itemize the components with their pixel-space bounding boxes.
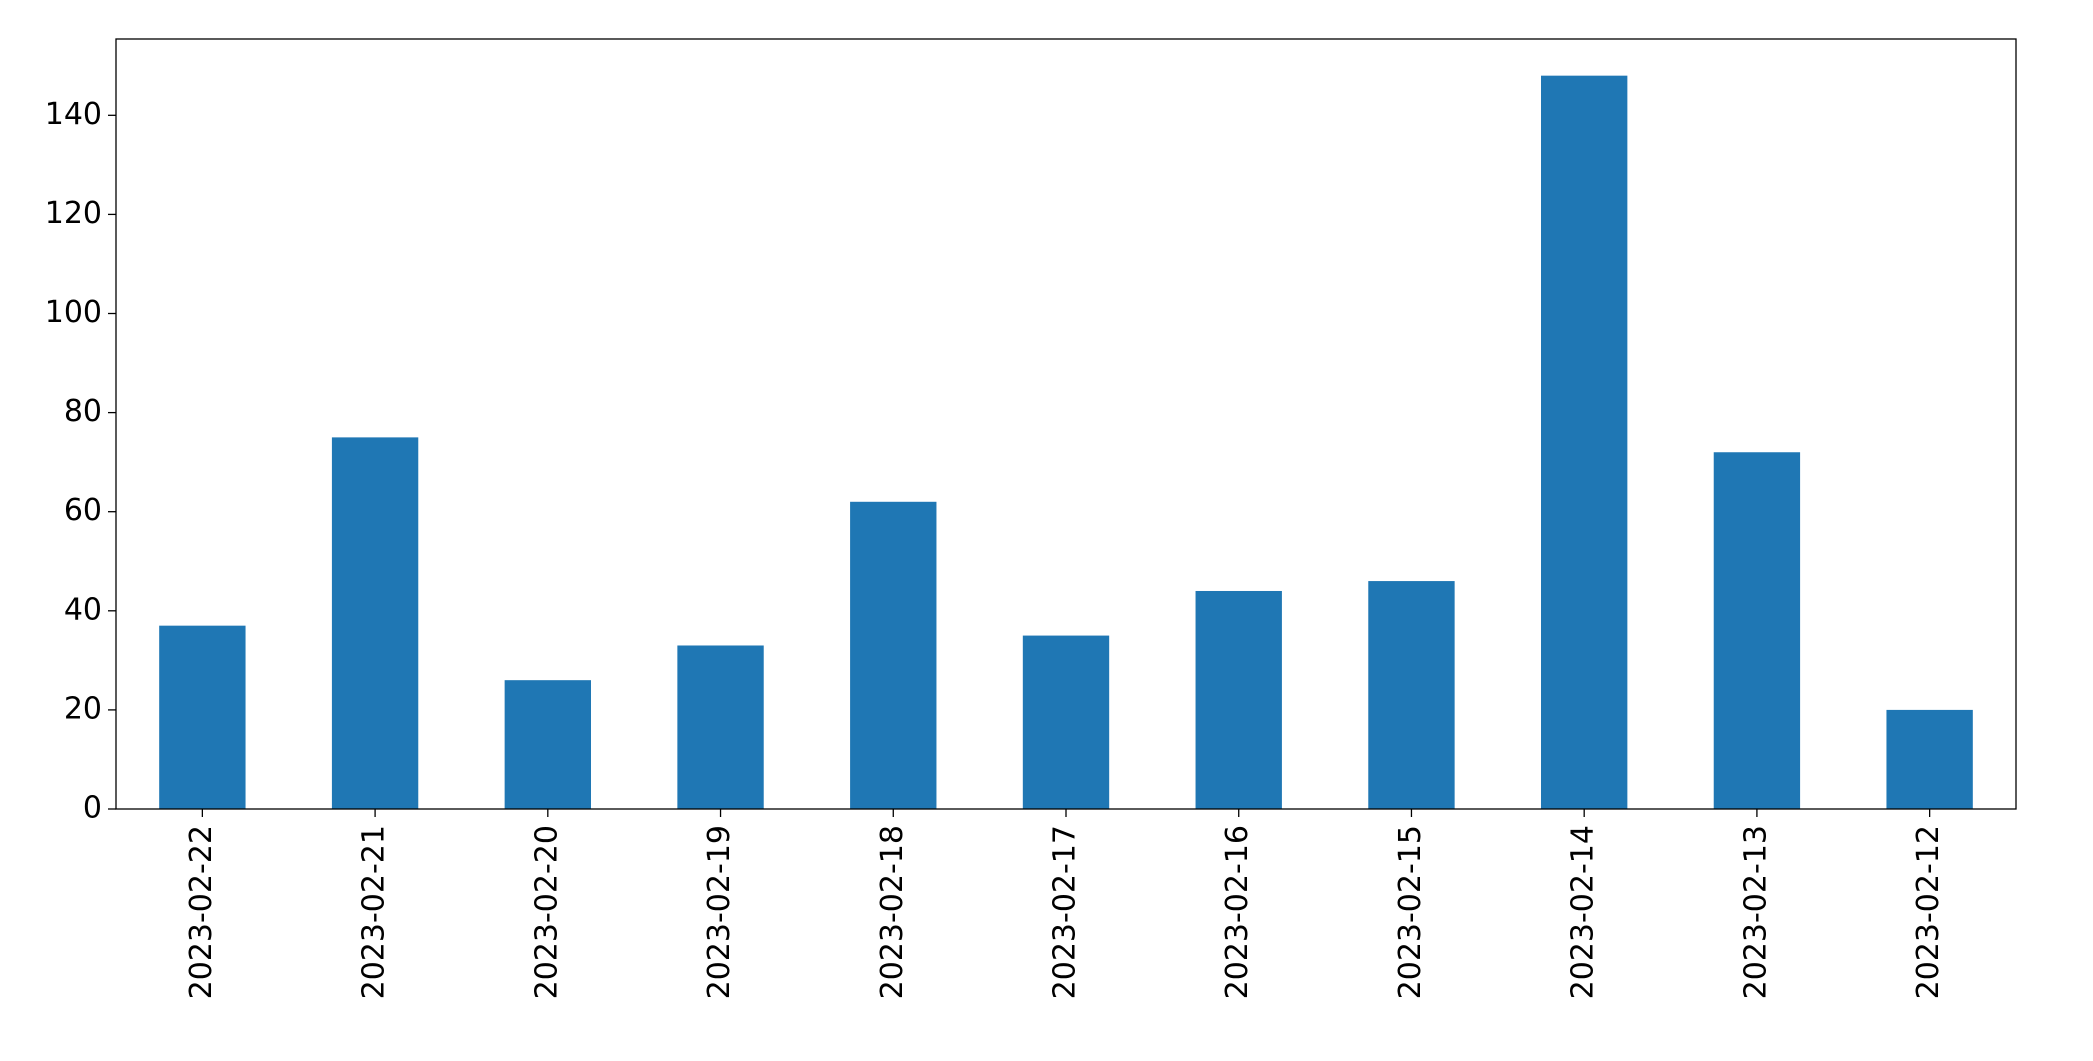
y-tick-label: 100	[45, 295, 102, 330]
x-tick-label: 2023-02-13	[1738, 825, 1773, 999]
x-tick-label: 2023-02-19	[702, 825, 737, 999]
x-tick-label: 2023-02-21	[357, 825, 392, 999]
bar	[677, 645, 764, 809]
x-tick-label: 2023-02-17	[1048, 825, 1083, 999]
y-tick-label: 140	[45, 97, 102, 132]
y-tick-label: 60	[64, 493, 102, 528]
y-tick-label: 80	[64, 394, 102, 429]
y-tick-label: 20	[64, 691, 102, 726]
x-tick-label: 2023-02-15	[1393, 825, 1428, 999]
y-tick-label: 120	[45, 196, 102, 231]
bar	[331, 437, 419, 809]
x-tick-label: 2023-02-20	[529, 825, 564, 999]
bar	[1541, 75, 1628, 809]
x-tick-label: 2023-02-12	[1911, 825, 1946, 999]
y-tick-label: 0	[83, 791, 102, 826]
bar	[1713, 452, 1801, 809]
bar	[1022, 635, 1110, 809]
bar	[850, 501, 937, 809]
bar	[1886, 709, 1973, 809]
bar	[504, 680, 591, 809]
x-tick-label: 2023-02-14	[1566, 825, 1601, 999]
x-tick-label: 2023-02-16	[1220, 825, 1255, 999]
x-tick-label: 2023-02-18	[875, 825, 910, 999]
plot-frame	[115, 38, 2017, 810]
x-tick-label: 2023-02-22	[184, 825, 219, 999]
bar	[159, 625, 246, 809]
bar	[1368, 581, 1455, 809]
bar	[1195, 590, 1282, 809]
y-tick-label: 40	[64, 592, 102, 627]
